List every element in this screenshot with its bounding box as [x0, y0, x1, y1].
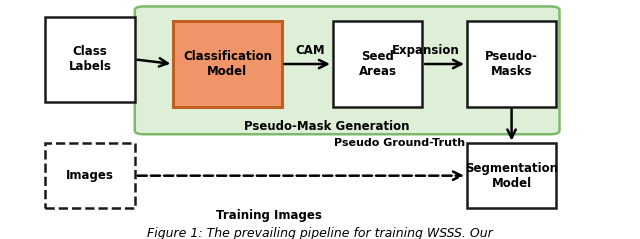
Text: Segmentation
Model: Segmentation Model [465, 162, 558, 190]
Text: Training Images: Training Images [216, 209, 322, 223]
Text: Pseudo Ground-Truth: Pseudo Ground-Truth [334, 138, 465, 148]
FancyBboxPatch shape [467, 143, 556, 208]
FancyBboxPatch shape [333, 22, 422, 107]
Text: Seed
Areas: Seed Areas [358, 50, 396, 78]
Text: CAM: CAM [296, 44, 325, 57]
Text: Figure 1: The prevailing pipeline for training WSSS. Our: Figure 1: The prevailing pipeline for tr… [147, 227, 493, 239]
Text: Expansion: Expansion [392, 44, 460, 57]
FancyBboxPatch shape [45, 143, 135, 208]
Text: Class
Labels: Class Labels [68, 45, 111, 73]
FancyBboxPatch shape [173, 22, 282, 107]
FancyBboxPatch shape [467, 22, 556, 107]
Text: Classification
Model: Classification Model [183, 50, 272, 78]
Text: Pseudo-Mask Generation: Pseudo-Mask Generation [244, 120, 409, 133]
Text: Images: Images [66, 169, 114, 182]
FancyBboxPatch shape [135, 6, 559, 134]
FancyBboxPatch shape [45, 17, 135, 102]
Text: Pseudo-
Masks: Pseudo- Masks [485, 50, 538, 78]
